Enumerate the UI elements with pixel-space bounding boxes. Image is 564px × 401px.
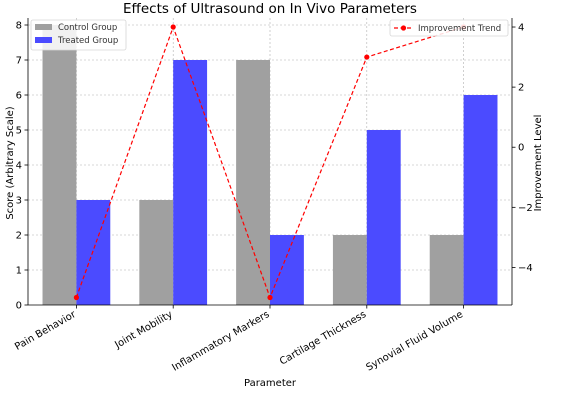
y2-tick-label: −4 bbox=[518, 263, 533, 274]
y-axis-title: Score (Arbitrary Scale) bbox=[5, 106, 16, 219]
legend-label: Treated Group bbox=[57, 36, 118, 46]
x-axis-title: Parameter bbox=[244, 378, 297, 389]
legend-swatch bbox=[35, 37, 52, 43]
legend-left-frame bbox=[30, 19, 127, 51]
improvement-trend-point bbox=[73, 294, 79, 301]
bar-control-group bbox=[332, 235, 367, 305]
legend-left: Control Group Treated Group bbox=[30, 19, 127, 51]
legend-label: Improvement Trend bbox=[418, 24, 501, 34]
y2-tick-label: 2 bbox=[518, 83, 524, 94]
bar-control-group bbox=[236, 60, 270, 305]
y2-tick-label: 4 bbox=[518, 23, 524, 34]
ticks-layer: 0 1 2 3 4 5 6 7 8 −4 −2 0 2 4 Pain Behavior Joint Mobil… bbox=[13, 21, 533, 374]
y-tick-label: 8 bbox=[16, 21, 22, 32]
chart-title: Effects of Ultrasound on In Vivo Paramet… bbox=[123, 1, 417, 17]
y2-axis-title: Improvement Level bbox=[533, 115, 544, 212]
x-tick-label: Synovial Fluid Volume bbox=[364, 309, 465, 373]
bar-control-group bbox=[429, 235, 464, 305]
improvement-trend-point bbox=[364, 54, 370, 60]
y-tick-label: 4 bbox=[16, 161, 22, 172]
bar-treated-group bbox=[463, 95, 498, 305]
improvement-trend-point bbox=[267, 294, 273, 301]
y-tick-label: 0 bbox=[16, 301, 22, 312]
bars-layer bbox=[42, 25, 498, 305]
legend-swatch bbox=[35, 24, 52, 30]
y-tick-label: 7 bbox=[16, 56, 22, 67]
y-tick-label: 5 bbox=[16, 126, 22, 137]
legend-right-frame bbox=[389, 19, 509, 37]
bar-control-group bbox=[139, 200, 174, 305]
y2-tick-label: 0 bbox=[518, 143, 524, 154]
legend-right: Improvement Trend bbox=[389, 19, 509, 37]
x-tick-label: Pain Behavior bbox=[13, 309, 79, 353]
improvement-trend-point bbox=[170, 24, 176, 30]
y-tick-label: 2 bbox=[16, 231, 22, 242]
x-tick-label: Cartilage Thickness bbox=[278, 309, 368, 367]
bar-treated-group bbox=[173, 60, 208, 305]
y-tick-label: 6 bbox=[16, 91, 22, 102]
x-tick-label: Joint Mobility bbox=[112, 309, 174, 351]
legend-marker bbox=[400, 25, 407, 31]
bar-treated-group bbox=[366, 130, 401, 305]
bar-control-group bbox=[42, 25, 77, 305]
y2-tick-label: −2 bbox=[518, 203, 533, 214]
y-tick-label: 1 bbox=[16, 266, 22, 277]
x-tick-label: Inflammatory Markers bbox=[170, 309, 271, 374]
legend-label: Control Group bbox=[58, 23, 117, 33]
trend-line-layer bbox=[73, 24, 467, 301]
bar-treated-group bbox=[270, 235, 304, 305]
y-tick-label: 3 bbox=[16, 196, 22, 207]
